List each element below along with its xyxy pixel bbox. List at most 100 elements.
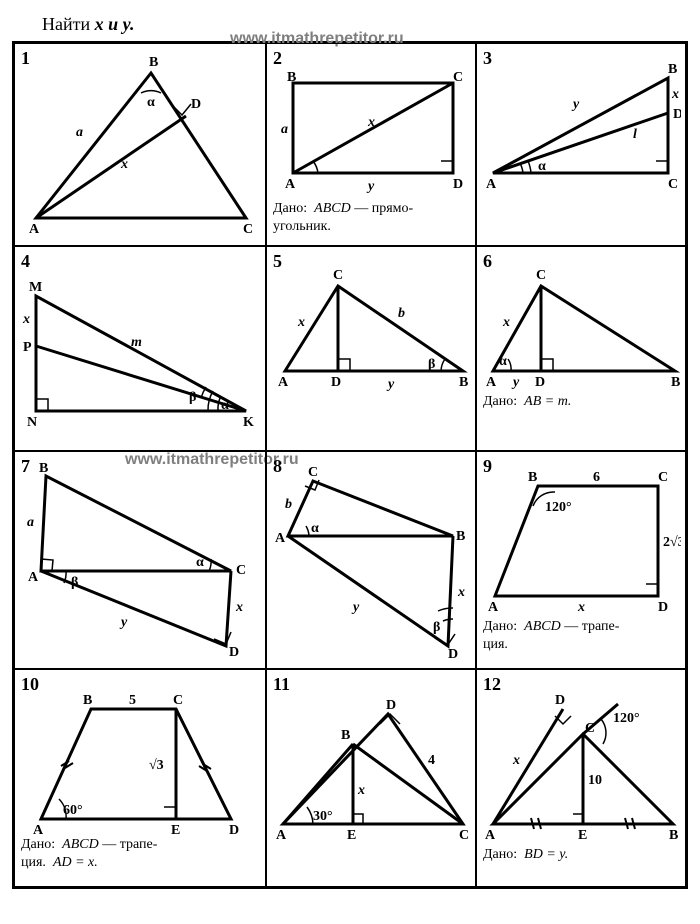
page-title: Найти x и y. <box>42 14 688 35</box>
side-label: b <box>398 306 405 321</box>
problem-cell: 6 A B C D x y α Дано: AB = m. <box>476 246 686 451</box>
vertex-label: B <box>669 828 678 843</box>
vertex-label: A <box>276 828 287 843</box>
title-prefix: Найти <box>42 14 95 34</box>
vertex-label: C <box>536 268 546 283</box>
side-label: m <box>131 335 142 350</box>
given-text: Дано: BD = y. <box>483 846 679 864</box>
vertex-label: A <box>486 177 497 192</box>
vertex-label: B <box>287 70 296 85</box>
vertex-label: P <box>23 340 32 355</box>
problem-grid: 1 A B C D a x α <box>12 41 688 889</box>
side-label: x <box>235 600 243 615</box>
side-label: x <box>367 115 375 130</box>
problem-cell: 10 A B C D E 5 √3 <box>14 669 266 887</box>
vertex-label: B <box>149 55 158 70</box>
vertex-label: B <box>39 461 48 476</box>
vertex-label: C <box>333 268 343 283</box>
side-label: a <box>76 125 83 140</box>
vertex-label: B <box>528 470 537 485</box>
side-label: y <box>386 377 395 391</box>
problem-number: 6 <box>483 251 492 272</box>
side-label: x <box>577 600 585 615</box>
given-text: Дано: ABCD — трапе-ция. AD = x. <box>21 836 259 871</box>
grid-row: 1 A B C D a x α <box>14 43 686 246</box>
vertex-label: A <box>488 600 499 615</box>
side-label: 10 <box>588 773 602 788</box>
problem-cell: 3 A B C D y x l α <box>476 43 686 246</box>
given-text: Дано: AB = m. <box>483 393 679 411</box>
vertex-label: A <box>285 177 296 192</box>
angle-label: 60° <box>63 803 83 818</box>
vertex-label: D <box>386 698 396 713</box>
problem-cell: 7 A B C D a y x <box>14 451 266 669</box>
grid-row: 4 M N K P x m β <box>14 246 686 451</box>
side-label: x <box>22 312 30 327</box>
angle-label: α <box>221 398 229 413</box>
angle-label: β <box>433 620 440 635</box>
vertex-label: D <box>453 177 463 192</box>
problem-number: 2 <box>273 48 282 69</box>
angle-label: β <box>189 390 196 405</box>
problem-cell: 4 M N K P x m β <box>14 246 266 451</box>
side-label: y <box>571 97 580 112</box>
diagram-6: A B C D x y α <box>483 251 681 391</box>
side-label: x <box>502 315 510 330</box>
vertex-label: C <box>658 470 668 485</box>
vertex-label: D <box>535 375 545 390</box>
diagram-11: A B C D E x 30° 4 <box>273 674 471 844</box>
vertex-label: C <box>668 177 678 192</box>
vertex-label: D <box>331 375 341 390</box>
side-label: 4 <box>428 753 435 768</box>
vertex-label: D <box>658 600 668 615</box>
page: Найти x и y. www.itmathrepetitor.ru www.… <box>0 0 700 924</box>
vertex-label: E <box>347 828 356 843</box>
vertex-label: A <box>33 823 44 834</box>
angle-label: α <box>499 354 507 369</box>
problem-cell: 2 A B C D a x y Дано: ABCD — <box>266 43 476 246</box>
side-label: x <box>297 315 305 330</box>
problem-number: 5 <box>273 251 282 272</box>
vertex-label: C <box>173 693 183 708</box>
angle-label: 120° <box>613 711 640 726</box>
vertex-label: D <box>229 823 239 834</box>
side-label: x <box>457 585 465 600</box>
vertex-label: D <box>448 647 458 661</box>
angle-label: α <box>196 555 204 570</box>
vertex-label: E <box>578 828 587 843</box>
problem-cell: 11 A B C D E x <box>266 669 476 887</box>
vertex-label: D <box>673 107 681 122</box>
side-label: x <box>357 783 365 798</box>
problem-cell: 9 A B C D 6 120° 2√3 x Дано: ABC <box>476 451 686 669</box>
diagram-8: A B C D b y x α β <box>273 456 471 661</box>
problem-number: 8 <box>273 456 282 477</box>
side-label: 5 <box>129 693 136 708</box>
vertex-label: K <box>243 415 254 430</box>
side-label: 2√3 <box>663 535 681 550</box>
vertex-label: B <box>456 529 465 544</box>
diagram-4: M N K P x m β α <box>21 251 261 436</box>
side-label: x <box>512 753 520 768</box>
problem-number: 7 <box>21 456 30 477</box>
vertex-label: D <box>555 693 565 708</box>
given-text: Дано: ABCD — трапе-ция. <box>483 618 679 653</box>
vertex-label: E <box>171 823 180 834</box>
problem-number: 1 <box>21 48 30 69</box>
vertex-label: A <box>485 828 496 843</box>
side-label: y <box>511 375 520 390</box>
angle-label: β <box>428 357 435 372</box>
grid-row: 10 A B C D E 5 √3 <box>14 669 686 887</box>
diagram-9: A B C D 6 120° 2√3 x <box>483 456 681 616</box>
side-label: a <box>27 515 34 530</box>
vertex-label: C <box>243 222 253 237</box>
side-label: √3 <box>149 758 164 773</box>
problem-number: 12 <box>483 674 501 695</box>
vertex-label: A <box>29 222 40 237</box>
vertex-label: A <box>486 375 497 390</box>
side-label: x <box>120 157 128 172</box>
vertex-label: M <box>29 280 42 295</box>
diagram-10: A B C D E 5 √3 60° <box>21 674 261 834</box>
problem-cell: 12 A B C D <box>476 669 686 887</box>
vertex-label: B <box>671 375 680 390</box>
problem-number: 3 <box>483 48 492 69</box>
